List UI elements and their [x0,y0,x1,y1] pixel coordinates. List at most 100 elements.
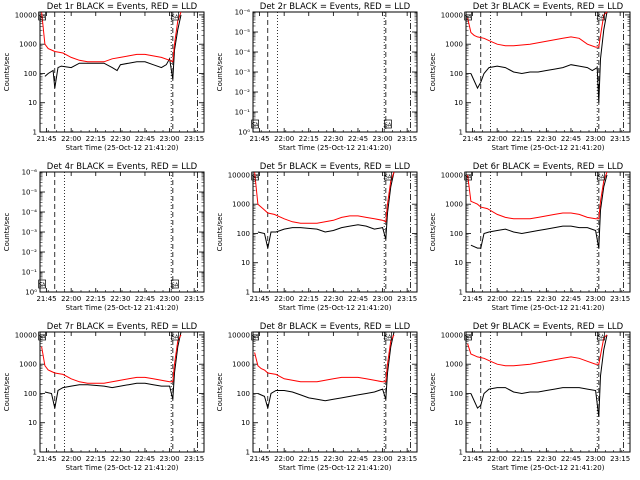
x-tick-label: 23:00 [159,455,179,463]
y-axis-label: Counts/sec [429,373,437,412]
sa-marker-box [251,119,259,129]
y-tick-label: 10 [28,419,37,427]
x-tick-label: 23:15 [397,135,417,143]
x-tick-label: 22:45 [135,455,155,463]
y-tick-label: 100 [450,70,463,78]
x-axis-label: Start Time (25-Oct-12 21:41:20) [492,464,605,472]
x-tick-label: 22:15 [299,455,319,463]
y-tick-label: 10⁻⁵ [235,29,251,37]
y-tick-label: 10000 [228,171,250,179]
x-tick-label: 23:00 [159,295,179,303]
panel-title: Det 6r BLACK = Events, RED = LLD [473,162,624,172]
sa-marker-box [597,331,605,341]
x-tick-label: 23:00 [372,295,392,303]
sa-marker-label: SA [465,175,472,181]
y-tick-label: 1 [459,129,463,137]
x-axis-label: Start Time (25-Oct-12 21:41:20) [492,144,605,152]
y-tick-label: 10 [454,99,463,107]
y-tick-label: 10⁻³ [22,229,38,237]
x-tick-label: 22:00 [487,295,507,303]
x-tick-label: 21:45 [249,135,269,143]
panel-title: Det 4r BLACK = Events, RED = LLD [47,162,198,172]
x-tick-label: 22:30 [110,455,130,463]
detector-panel: Det 5r BLACK = Events, RED = LLD 21:45 22:… [216,162,418,312]
sa-marker-box [384,119,392,129]
x-tick-label: 22:00 [274,455,294,463]
sa-marker-box [171,331,179,341]
sa-marker-label: SA [385,175,392,181]
lld-line [41,334,182,384]
x-tick-label: 22:00 [487,455,507,463]
y-tick-label: 100 [450,390,463,398]
y-tick-label: 10 [454,259,463,267]
x-tick-label: 23:15 [184,455,204,463]
y-tick-label: 10000 [228,331,250,339]
x-tick-label: 22:00 [61,295,81,303]
detector-panel: Det 3r BLACK = Events, RED = LLD 21:45 22:… [429,2,631,152]
x-tick-label: 22:15 [299,295,319,303]
y-tick-label: 1 [33,129,37,137]
y-tick-label: 10⁻⁴ [235,49,251,57]
sa-marker-label: SA [172,335,179,341]
lld-line [467,11,608,48]
y-tick-label: 100 [24,70,37,78]
x-tick-label: 22:15 [86,135,106,143]
x-tick-label: 22:00 [274,135,294,143]
sa-marker-label: SA [39,15,46,21]
x-tick-label: 22:00 [61,455,81,463]
y-tick-label: 10⁻² [22,249,38,257]
x-tick-label: 22:45 [135,135,155,143]
y-tick-label: 10⁻⁶ [235,9,251,17]
y-tick-label: 10000 [441,11,463,19]
panel-title: Det 3r BLACK = Events, RED = LLD [473,2,624,12]
detector-panel: Det 2r BLACK = Events, RED = LLD 21:45 22:… [216,2,418,152]
x-tick-label: 23:00 [372,135,392,143]
y-tick-label: 10⁰ [25,289,37,297]
detector-panel: Det 6r BLACK = Events, RED = LLD 21:45 22:… [429,162,631,312]
y-tick-label: 1000 [19,41,37,49]
y-tick-label: 1000 [445,201,463,209]
y-tick-label: 10⁻¹ [235,109,251,117]
lld-line [41,11,182,63]
y-axis-label: Counts/sec [429,53,437,92]
x-tick-label: 22:30 [536,135,556,143]
x-tick-label: 22:45 [561,455,581,463]
sa-marker-label: SA [598,335,605,341]
x-tick-label: 23:15 [610,295,630,303]
y-tick-label: 1000 [232,201,250,209]
x-tick-label: 23:00 [585,135,605,143]
x-tick-label: 22:00 [61,135,81,143]
x-tick-label: 21:45 [249,295,269,303]
detector-panel: Det 8r BLACK = Events, RED = LLD 21:45 22:… [216,322,418,472]
sa-marker-box [384,331,392,341]
x-tick-label: 21:45 [462,135,482,143]
y-tick-label: 1000 [232,361,250,369]
x-tick-label: 22:15 [299,135,319,143]
x-axis-label: Start Time (25-Oct-12 21:41:20) [492,304,605,312]
panel-title: Det 5r BLACK = Events, RED = LLD [260,162,411,172]
events-line [44,331,182,409]
y-tick-label: 10⁻⁶ [22,169,38,177]
events-line [470,11,608,103]
y-axis-label: Counts/sec [216,53,224,92]
y-tick-label: 1 [33,449,37,457]
y-tick-label: 10000 [15,11,37,19]
y-axis-label: Counts/sec [3,213,11,252]
y-tick-label: 10 [241,419,250,427]
y-tick-label: 1 [246,449,250,457]
x-tick-label: 22:30 [536,455,556,463]
sa-marker-box [464,171,472,181]
y-tick-label: 10⁰ [238,129,250,137]
sa-marker-label: SA [252,123,259,129]
lld-line [467,334,608,367]
sa-marker-label: SA [385,335,392,341]
sa-marker-label: SA [598,175,605,181]
x-tick-label: 22:45 [348,135,368,143]
x-tick-label: 22:15 [86,455,106,463]
y-tick-label: 10 [241,259,250,267]
x-axis-label: Start Time (25-Oct-12 21:41:20) [66,304,179,312]
x-tick-label: 22:30 [323,135,343,143]
events-line [257,331,395,409]
y-tick-label: 10⁻¹ [22,269,38,277]
